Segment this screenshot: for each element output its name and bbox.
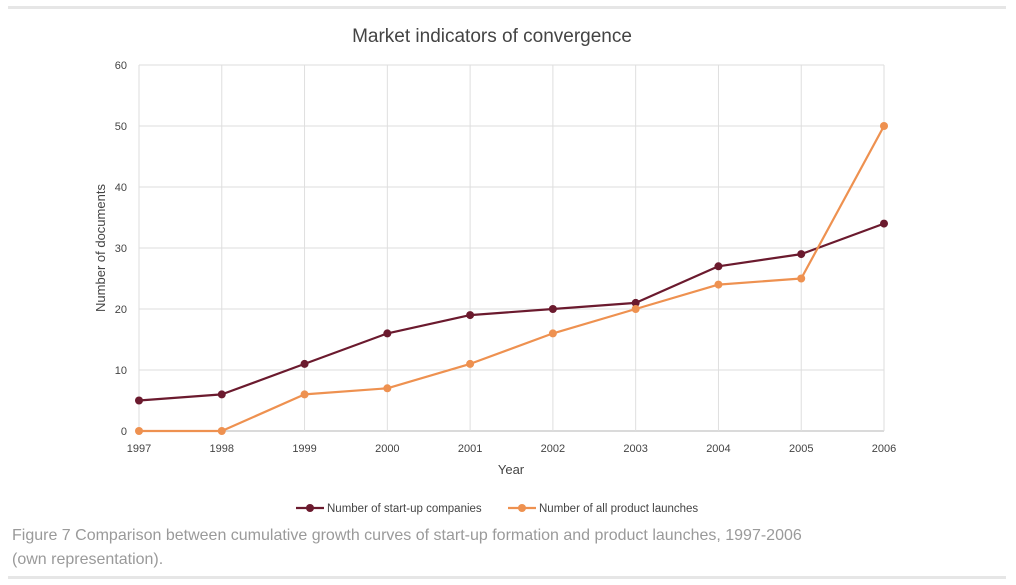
x-tick-label: 2000 bbox=[375, 443, 399, 455]
data-point bbox=[880, 122, 888, 130]
data-point bbox=[135, 396, 143, 405]
gridlines bbox=[138, 64, 885, 432]
legend: Number of start-up companies Number of al… bbox=[296, 503, 698, 515]
data-point bbox=[631, 298, 640, 307]
data-point bbox=[466, 359, 475, 368]
series-layer bbox=[135, 122, 888, 435]
data-point bbox=[797, 250, 806, 259]
data-point bbox=[217, 390, 226, 399]
top-rule bbox=[8, 6, 1006, 9]
legend-label: Number of start-up companies bbox=[327, 503, 482, 515]
x-tick-label: 2001 bbox=[458, 443, 482, 455]
x-tick-label: 1998 bbox=[210, 443, 234, 455]
legend-label: Number of all product launches bbox=[539, 503, 698, 515]
y-tick-label: 20 bbox=[115, 304, 127, 316]
data-point bbox=[466, 311, 475, 320]
x-tick-label: 2003 bbox=[623, 443, 647, 455]
caption-line-1: Figure 7 Comparison between cumulative g… bbox=[12, 527, 802, 544]
data-point bbox=[300, 390, 309, 399]
x-tick-label: 2004 bbox=[706, 443, 730, 455]
legend-marker bbox=[518, 504, 526, 512]
data-point bbox=[631, 305, 640, 313]
data-point bbox=[880, 219, 888, 228]
data-point bbox=[714, 280, 723, 289]
y-tick-label: 40 bbox=[115, 182, 127, 194]
series-line bbox=[138, 222, 885, 402]
data-point bbox=[135, 427, 143, 435]
data-point bbox=[383, 384, 392, 393]
line-chart: Market indicators of convergence 0 10 20 30… bbox=[93, 26, 896, 515]
x-tick-label: 2006 bbox=[872, 443, 896, 455]
x-tick-label: 2005 bbox=[789, 443, 813, 455]
y-tick-label: 60 bbox=[115, 60, 127, 72]
x-axis-ticks: 1997 1998 1999 2000 2001 2002 2003 2004 2005 2006 bbox=[127, 443, 896, 455]
data-point bbox=[714, 262, 723, 271]
y-axis-label: Number of documents bbox=[93, 184, 108, 312]
x-tick-label: 1997 bbox=[127, 443, 151, 455]
data-point bbox=[300, 359, 309, 368]
bottom-rule bbox=[8, 576, 1006, 579]
x-tick-label: 2002 bbox=[541, 443, 565, 455]
caption-line-2: (own representation). bbox=[12, 551, 164, 568]
y-tick-label: 10 bbox=[115, 365, 127, 377]
data-point bbox=[548, 329, 557, 338]
data-point bbox=[797, 274, 806, 283]
figure-caption: Figure 7 Comparison between cumulative g… bbox=[12, 524, 912, 572]
data-point bbox=[383, 329, 392, 338]
series-line bbox=[139, 125, 885, 433]
y-tick-label: 50 bbox=[115, 121, 127, 133]
data-point bbox=[217, 427, 226, 435]
y-tick-label: 30 bbox=[115, 243, 127, 255]
x-axis-label: Year bbox=[498, 462, 525, 477]
chart-title: Market indicators of convergence bbox=[352, 26, 632, 47]
data-point bbox=[548, 305, 557, 313]
y-tick-label: 0 bbox=[121, 426, 127, 438]
x-tick-label: 1999 bbox=[292, 443, 316, 455]
legend-marker bbox=[306, 504, 314, 512]
y-axis-ticks: 0 10 20 30 40 50 60 bbox=[115, 60, 127, 438]
